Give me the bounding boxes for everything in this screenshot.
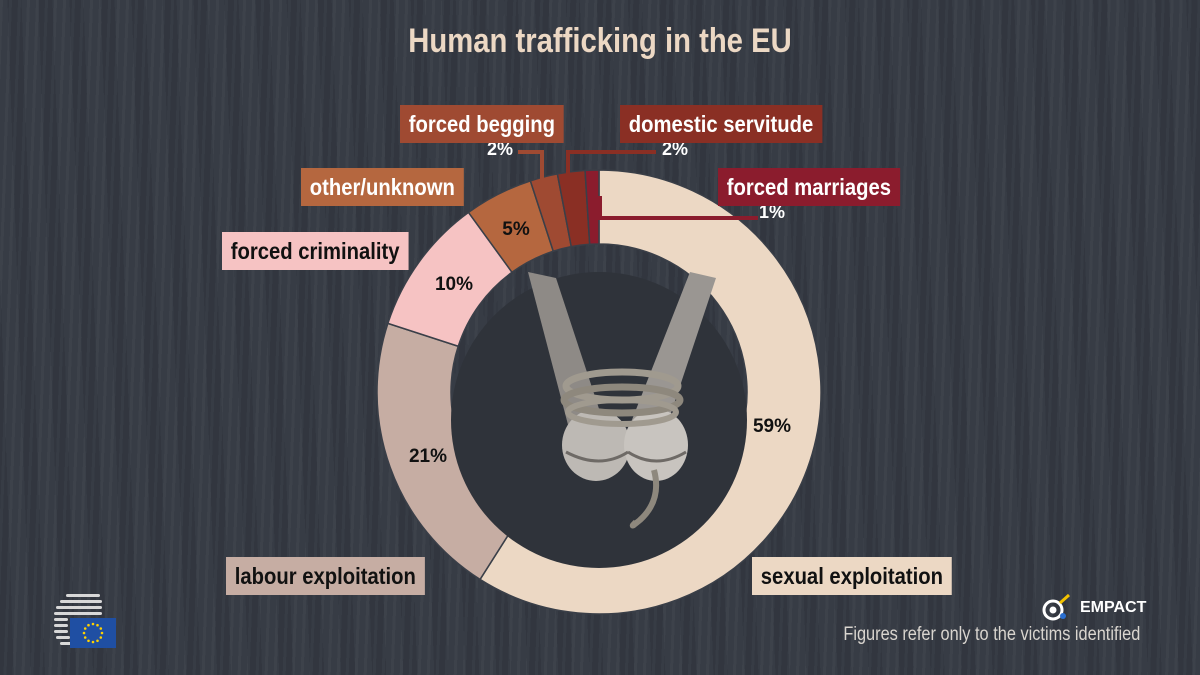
value-label: 21% <box>409 446 447 467</box>
slice-sexual-exploitation <box>479 169 822 615</box>
category-label: forced marriages <box>718 168 900 206</box>
leader-line <box>566 150 656 178</box>
eu-council-logo <box>54 594 116 648</box>
value-label: 2% <box>662 139 688 159</box>
value-label: 1% <box>759 202 785 222</box>
empact-logo: EMPACT <box>1040 594 1146 622</box>
leader-line <box>518 150 544 180</box>
leader-line <box>598 196 758 220</box>
bound-hands-illustration <box>451 272 747 568</box>
value-label: 5% <box>502 219 530 240</box>
empact-text: EMPACT <box>1080 599 1147 616</box>
eu-flag-icon <box>70 618 116 648</box>
category-label: other/unknown <box>301 168 464 206</box>
category-label: domestic servitude <box>620 105 823 143</box>
category-label: labour exploitation <box>226 557 425 595</box>
footnote: Figures refer only to the victims identi… <box>843 624 1140 645</box>
category-label: forced begging <box>400 105 564 143</box>
category-label: sexual exploitation <box>752 557 952 595</box>
value-label: 59% <box>753 416 791 437</box>
value-label: 2% <box>487 139 513 159</box>
value-label: 10% <box>435 274 473 295</box>
empact-icon <box>1042 594 1070 621</box>
category-label: forced criminality <box>222 232 409 270</box>
chart-title: Human trafficking in the EU <box>408 22 792 60</box>
slice-forced-marriages <box>584 169 600 246</box>
